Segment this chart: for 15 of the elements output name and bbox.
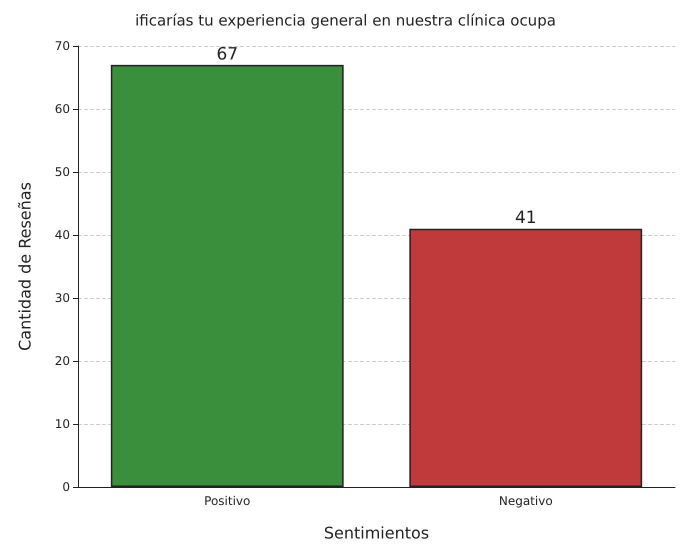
chart-title: ificarías tu experiencia general en nuestra clínica ocupa [135,12,556,30]
y-tick-label: 70 [54,39,70,53]
y-tick-label: 10 [54,417,70,431]
y-tick-label: 50 [54,165,70,179]
y-tick-label: 20 [54,354,70,368]
y-tick-label: 60 [54,102,70,116]
y-tick-label: 40 [54,228,70,242]
x-tick-label: Negativo [498,494,553,508]
x-axis-title: Sentimientos [324,524,430,542]
data-label: 67 [216,44,238,64]
data-label: 41 [514,208,537,228]
y-tick-label: 30 [54,291,70,305]
x-tick-label: Positivo [204,494,250,508]
y-tick-label: 0 [62,480,70,494]
y-axis-title: Cantidad de Reseñas [16,182,34,351]
